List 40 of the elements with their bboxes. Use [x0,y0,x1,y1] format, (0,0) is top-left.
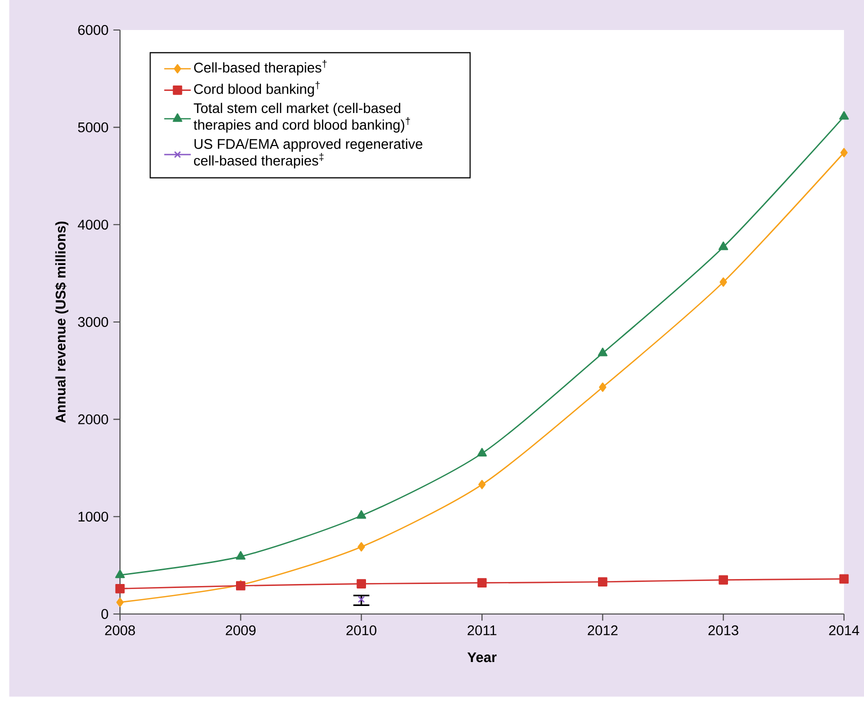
point [840,148,848,158]
y-tick-label: 2000 [78,414,108,424]
point [478,480,486,490]
point [839,574,849,584]
y-axis-title: Annual revenue (US$ millions) [55,222,68,423]
point [236,551,246,560]
point [115,570,125,578]
point [477,578,487,588]
y-tick-label: 3000 [78,317,108,327]
y-tick-label: 1000 [78,512,108,522]
x-axis-title: Year [467,652,497,662]
point [720,277,728,287]
point [477,448,487,456]
legend-label: Cell-based therapies$^{†}$ [194,60,327,76]
point [839,111,849,120]
x-tick-label: 2010 [346,625,376,636]
point [598,577,608,587]
point [358,596,365,603]
x-tick-label: 2014 [829,625,860,636]
point [358,542,366,552]
point [115,584,125,594]
y-tick-label: 6000 [78,25,108,35]
legend-label: Cord blood banking$^{†}$ [194,81,320,97]
x-tick-label: 2013 [708,625,738,636]
x-tick-label: 2012 [588,625,618,636]
legend-label: Total stem cell market (cell-based therapies and cord blood banking)$^{†}$ [194,102,410,133]
point [718,242,728,250]
point [356,579,366,588]
x-tick-label: 2011 [468,625,496,636]
x-tick-label: 2009 [226,625,256,636]
point [718,575,728,585]
x-tick-label: 2008 [105,625,135,636]
point [599,382,606,392]
point [598,348,608,356]
legend-label: US FDA/EMA approved regenerative cell-based therapies$^{‡}$ [194,138,422,168]
y-tick-label: 5000 [78,122,108,132]
y-tick-label: 4000 [78,220,108,230]
point [356,510,366,519]
point [116,598,124,607]
y-tick-label: 0 [101,609,108,619]
